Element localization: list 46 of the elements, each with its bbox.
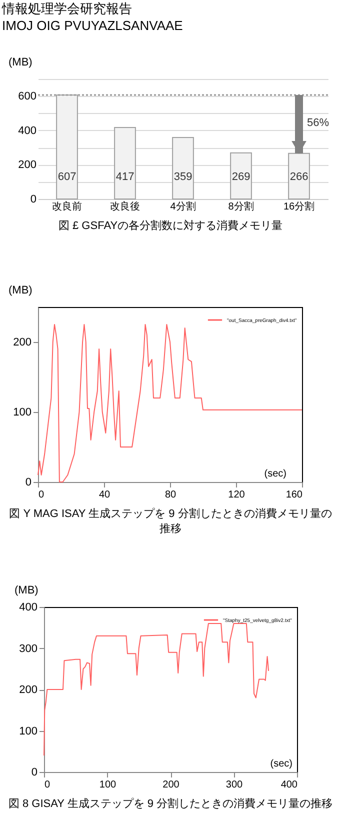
y-tick-label: 200 xyxy=(18,159,36,172)
text: 図 8 GISAY 生成ステップを 9 分割したときの消費メモリ量の推移 xyxy=(7,796,334,812)
x-tick-label: 400 xyxy=(280,780,298,790)
data-label: 607 xyxy=(58,171,76,183)
x-tick-label: 改良前 xyxy=(52,200,82,212)
x-tick-label: 100 xyxy=(99,780,117,790)
y-tick-label: 100 xyxy=(13,406,32,418)
y-tick-label: 0 xyxy=(25,476,32,488)
y-tick-label: 400 xyxy=(19,602,38,614)
text: 図 £ GSFAYの各分割数に対する消費メモリ量 xyxy=(57,218,284,234)
y-tick-label: 600 xyxy=(18,90,36,103)
x-tick-label: 40 xyxy=(98,490,110,500)
text: 図 Y MAG ISAY 生成ステップを 9 分割したときの消費メモリ量の推移 xyxy=(8,506,333,537)
text: 情報処理学会研究報告 xyxy=(0,0,133,17)
x-tick-label: 0 xyxy=(38,490,44,500)
x-tick-label: 16分割 xyxy=(283,200,315,212)
x-tick-label: 120 xyxy=(228,490,246,500)
line-series xyxy=(44,623,270,756)
x-axis-title: (sec) xyxy=(270,758,292,770)
x-tick-label: 160 xyxy=(286,490,303,500)
x-tick-label: 80 xyxy=(164,490,176,500)
data-label: 359 xyxy=(174,171,192,183)
y-tick-label: 200 xyxy=(13,336,32,348)
y-axis-title: (MB) xyxy=(14,584,38,596)
x-tick-label: 0 xyxy=(44,780,50,790)
x-tick-label: 改良後 xyxy=(110,200,140,212)
y-axis-title: (MB) xyxy=(8,284,32,296)
data-label: 266 xyxy=(290,171,308,183)
annotation: 56% xyxy=(307,116,330,129)
bar xyxy=(114,127,136,200)
x-tick-label: 8分割 xyxy=(228,200,254,212)
y-axis-title: (MB) xyxy=(8,56,32,68)
bar xyxy=(172,136,194,200)
y-tick-label: 400 xyxy=(18,124,36,137)
data-label: 269 xyxy=(232,171,250,183)
x-tick-label: 4分割 xyxy=(170,200,196,212)
x-axis-title: (sec) xyxy=(264,468,286,480)
y-tick-label: 300 xyxy=(19,642,38,655)
y-tick-label: 100 xyxy=(19,725,38,738)
x-tick-label: 200 xyxy=(162,780,180,790)
y-tick-label: 0 xyxy=(31,766,38,778)
y-tick-label: 200 xyxy=(19,684,38,696)
text: IMOJ OIG PVUYAZLSANVAAE xyxy=(1,17,184,34)
data-label: 417 xyxy=(116,171,134,183)
bar xyxy=(230,152,252,200)
x-tick-label: 300 xyxy=(226,780,244,790)
